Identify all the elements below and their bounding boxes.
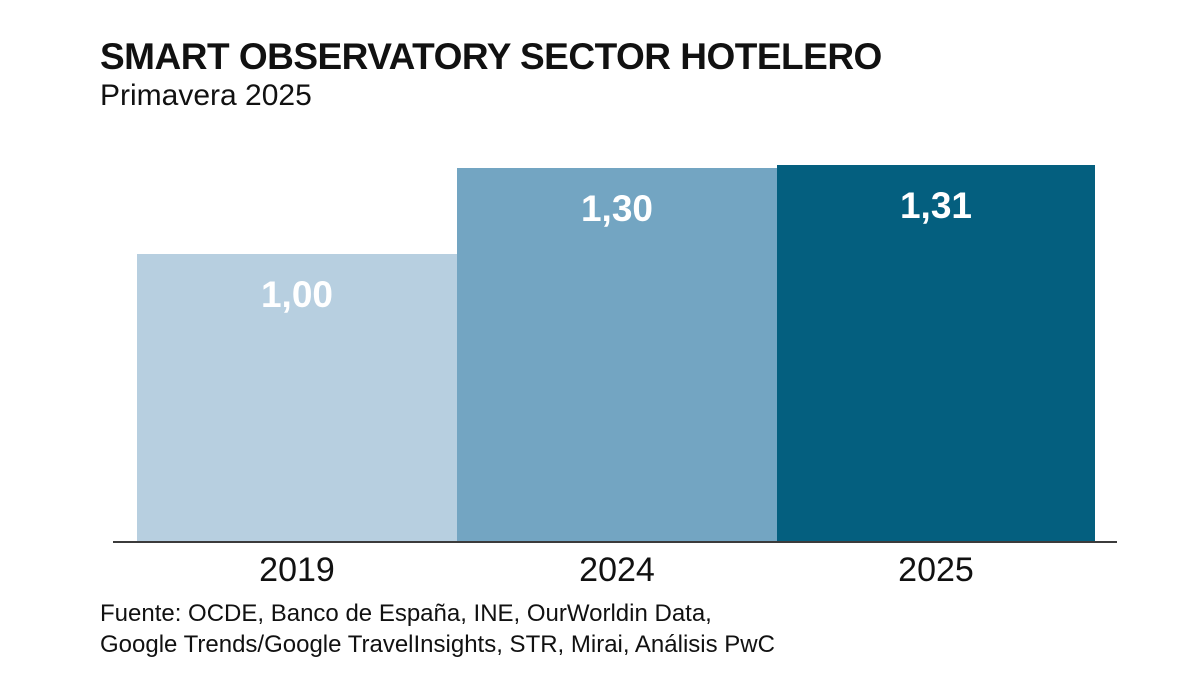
bar-2024: 1,30 <box>457 168 777 542</box>
source-note-line-1: Fuente: OCDE, Banco de España, INE, OurW… <box>100 600 712 627</box>
x-axis-line <box>113 541 1117 543</box>
chart-title: SMART OBSERVATORY SECTOR HOTELERO <box>100 36 882 77</box>
bar-value-label-2025: 1,31 <box>899 185 972 226</box>
bar-2025: 1,31 <box>777 165 1095 542</box>
source-note: Fuente: OCDE, Banco de España, INE, OurW… <box>100 598 775 660</box>
x-axis-label-2019: 2019 <box>259 551 335 589</box>
source-note-line-2: Google Trends/Google TravelInsights, STR… <box>100 631 775 658</box>
bar-value-label-2024: 1,30 <box>580 188 653 229</box>
bar-value-label-2019: 1,00 <box>260 274 333 315</box>
x-axis-label-2024: 2024 <box>579 551 655 589</box>
bar-2019: 1,00 <box>137 254 457 542</box>
chart-subtitle: Primavera 2025 <box>100 79 312 112</box>
x-axis-label-2025: 2025 <box>898 551 974 589</box>
